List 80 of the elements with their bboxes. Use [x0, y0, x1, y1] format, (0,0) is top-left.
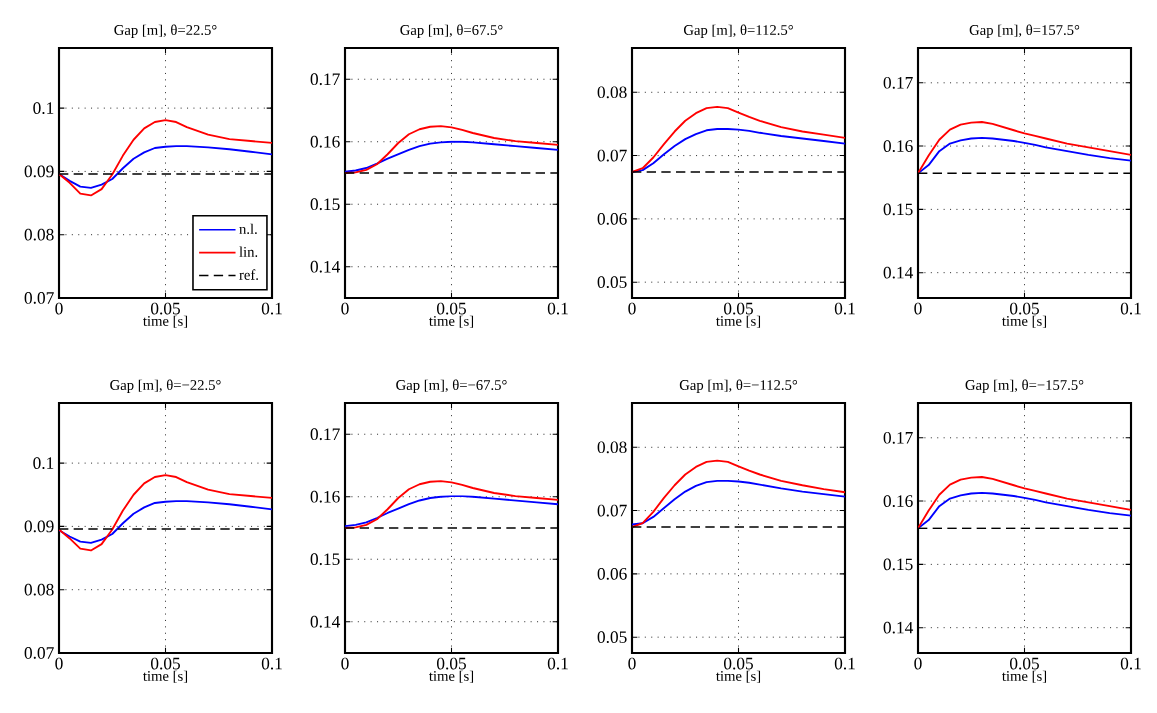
y-tick-label: 0.16 — [310, 135, 340, 148]
x-tick-label: 0 — [341, 302, 349, 315]
legend-label: lin. — [239, 246, 258, 257]
line-series — [632, 459, 846, 528]
y-tick-label: 0.17 — [883, 76, 913, 89]
x-axis-title: time [s] — [429, 670, 474, 683]
x-tick-label: 0.05 — [437, 302, 466, 315]
x-tick-label: 0.05 — [151, 302, 180, 315]
x-axis-title: time [s] — [143, 315, 188, 328]
x-axis-title: time [s] — [1002, 315, 1047, 328]
y-tick-label: 0.05 — [597, 276, 627, 289]
y-tick-label: 0.15 — [310, 553, 340, 566]
x-tick-label: 0 — [55, 302, 63, 315]
x-tick-label: 0 — [914, 657, 922, 670]
y-tick-label: 0.14 — [883, 621, 914, 634]
y-tick-label: 0.1 — [33, 457, 54, 469]
x-tick-label: 0.05 — [1010, 657, 1039, 670]
x-tick-label: 0 — [628, 302, 636, 315]
y-tick-label: 0.15 — [883, 203, 913, 216]
y-tick-label: 0.17 — [883, 431, 913, 444]
x-tick-label: 0.1 — [834, 657, 855, 670]
x-tick-label: 0.05 — [151, 657, 180, 670]
line-series — [59, 474, 272, 552]
x-tick-label: 0.05 — [437, 657, 466, 670]
y-tick-label: 0.14 — [310, 260, 341, 273]
y-tick-label: 0.07 — [24, 292, 54, 304]
y-tick-label: 0.17 — [310, 428, 340, 441]
y-tick-label: 0.08 — [597, 86, 627, 99]
y-tick-label: 0.14 — [883, 266, 914, 279]
x-tick-label: 0.05 — [724, 302, 753, 315]
chart-title: Gap [m], θ=112.5° — [684, 24, 793, 38]
y-tick-label: 0.16 — [310, 490, 340, 503]
y-tick-label: 0.08 — [597, 441, 627, 454]
y-tick-label: 0.07 — [24, 647, 54, 659]
x-tick-label: 0 — [914, 302, 922, 315]
y-tick-label: 0.09 — [24, 520, 54, 533]
line-series — [59, 119, 272, 197]
x-axis-title: time [s] — [429, 315, 474, 328]
x-tick-label: 0 — [628, 657, 636, 670]
x-tick-label: 0.1 — [547, 657, 568, 670]
x-tick-label: 0.1 — [547, 302, 568, 315]
x-tick-label: 0.1 — [834, 302, 855, 315]
y-tick-label: 0.16 — [883, 495, 913, 507]
x-axis-title: time [s] — [716, 670, 761, 683]
line-series — [59, 145, 272, 189]
chart-title: Gap [m], θ=−112.5° — [679, 379, 798, 393]
x-tick-label: 0.05 — [1010, 302, 1039, 315]
y-tick-label: 0.08 — [24, 583, 54, 596]
y-tick-label: 0.15 — [310, 198, 340, 211]
x-tick-label: 0 — [55, 657, 63, 670]
y-tick-label: 0.09 — [24, 165, 54, 178]
legend-label: ref. — [239, 269, 258, 280]
y-tick-label: 0.14 — [310, 615, 341, 628]
chart-title: Gap [m], θ=67.5° — [400, 24, 503, 38]
chart-title: Gap [m], θ=−67.5° — [396, 379, 507, 393]
x-tick-label: 0.1 — [261, 302, 282, 315]
y-tick-label: 0.16 — [883, 140, 913, 152]
x-axis-title: time [s] — [143, 670, 188, 683]
y-tick-label: 0.08 — [24, 228, 54, 241]
x-tick-label: 0.1 — [261, 657, 282, 670]
y-tick-label: 0.07 — [597, 149, 627, 162]
x-axis-title: time [s] — [1002, 670, 1047, 683]
x-tick-label: 0 — [341, 657, 349, 670]
chart-title: Gap [m], θ=22.5° — [114, 24, 217, 38]
y-tick-label: 0.17 — [310, 73, 340, 86]
legend-label: n.l. — [239, 223, 257, 235]
y-tick-label: 0.06 — [597, 212, 627, 225]
chart-title: Gap [m], θ=−22.5° — [110, 379, 221, 393]
y-tick-label: 0.1 — [33, 102, 54, 115]
x-tick-label: 0.1 — [1120, 657, 1141, 670]
chart-title: Gap [m], θ=−157.5° — [965, 379, 1084, 393]
x-axis-title: time [s] — [716, 315, 761, 328]
x-tick-label: 0.05 — [724, 657, 753, 670]
y-tick-label: 0.15 — [883, 558, 913, 571]
y-tick-label: 0.07 — [597, 504, 627, 517]
y-tick-label: 0.05 — [597, 631, 627, 644]
y-tick-label: 0.06 — [597, 567, 627, 580]
x-tick-label: 0.1 — [1120, 302, 1141, 315]
line-series — [632, 105, 846, 173]
chart-title: Gap [m], θ=157.5° — [969, 24, 1080, 38]
